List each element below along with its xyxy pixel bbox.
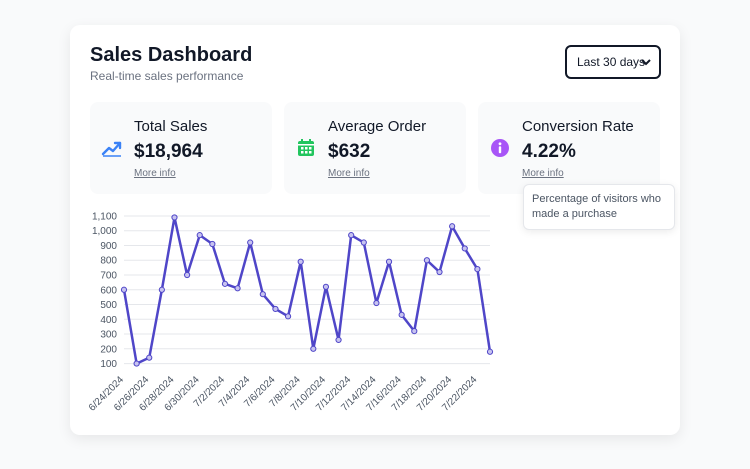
data-point [373,299,380,307]
data-point [474,265,481,273]
y-tick-label: 200 [100,344,117,355]
data-point [247,239,254,246]
page-title: Sales Dashboard [90,44,253,66]
data-point [310,345,317,352]
data-point [297,258,304,265]
data-point [461,245,468,252]
data-point [171,214,178,221]
data-point [221,280,229,287]
data-point [486,348,494,355]
data-point [209,240,216,248]
metric-label: Average Order [328,118,427,135]
data-point [335,336,342,344]
data-point [196,232,203,239]
data-point [120,286,128,293]
data-point [449,223,456,230]
series-line [122,216,492,365]
y-tick-label: 500 [100,300,117,311]
metric-label: Conversion Rate [522,118,634,135]
data-point [322,283,330,290]
y-tick-label: 600 [100,285,117,296]
data-point [272,305,279,313]
data-point [348,232,355,239]
data-point [158,286,165,293]
info-icon [491,139,509,157]
more-info-link[interactable]: More info [328,168,370,179]
y-tick-label: 400 [100,315,117,326]
dashboard-card: Sales Dashboard Real-time sales performa… [70,25,680,435]
data-point [411,327,418,335]
y-tick-label: 1,000 [92,226,117,237]
calendar-icon [298,139,314,156]
y-tick-label: 700 [100,271,117,282]
more-info-link[interactable]: More info [134,168,176,179]
y-tick-label: 800 [100,256,117,267]
y-tick-label: 100 [100,359,117,370]
more-info-link[interactable]: More info [522,168,564,179]
sales-line-chart: 1002003004005006007008009001,0001,1006/2… [87,211,494,414]
data-point [398,311,405,318]
data-point [436,268,443,276]
conversion-tooltip: Percentage of visitors who made a purcha… [523,184,675,230]
metric-value: $18,964 [134,141,203,162]
data-point [184,271,191,279]
data-point [234,285,241,292]
chevron-down-icon [641,59,651,66]
page-subtitle: Real-time sales performance [90,69,244,83]
metric-value: $632 [328,141,371,162]
data-point [133,360,140,367]
y-tick-label: 300 [100,330,117,341]
data-point [146,354,153,361]
metric-card-average-order: Average Order $632 More info [284,102,466,194]
data-point [284,313,292,320]
data-point [259,291,266,298]
metric-value: 4.22% [522,141,576,162]
metric-label: Total Sales [134,118,208,135]
y-tick-label: 1,100 [92,211,117,222]
metric-card-total-sales: Total Sales $18,964 More info [90,102,272,194]
trending-up-icon [101,141,122,157]
data-point [360,239,367,246]
y-tick-label: 900 [100,241,117,252]
data-point [385,258,393,265]
data-point [423,257,430,264]
metric-card-conversion-rate: Conversion Rate 4.22% More info [478,102,660,194]
date-range-value: Last 30 days [577,55,646,69]
date-range-select[interactable]: Last 30 days [565,45,661,79]
